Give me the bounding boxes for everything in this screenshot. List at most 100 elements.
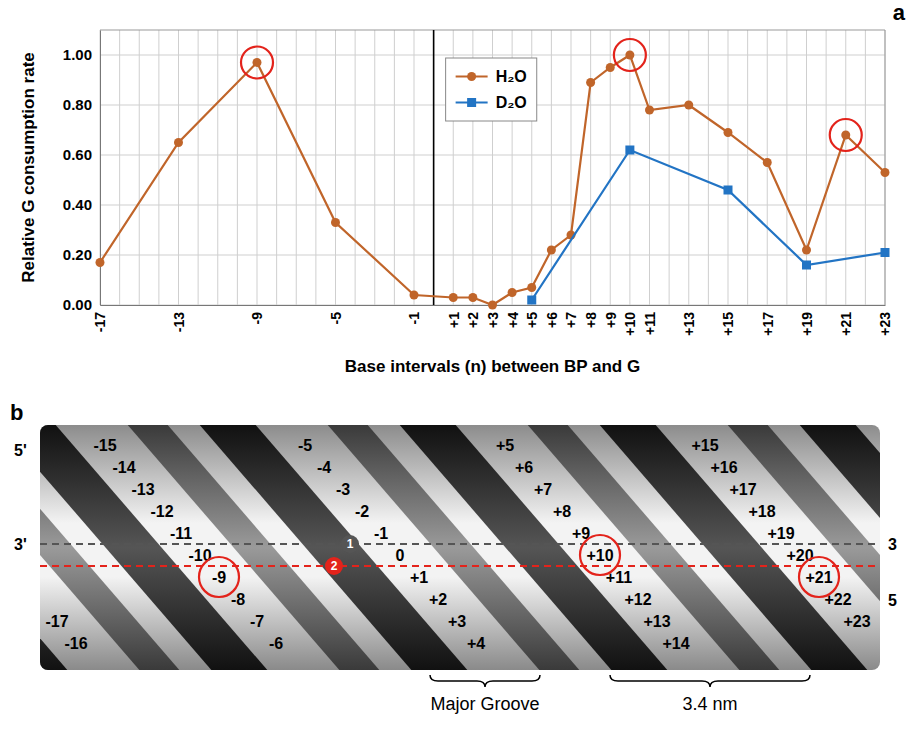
figure: a-17-13-9-5-1+1+2+3+4+5+6+7+8+9+10+11+13…: [0, 0, 914, 742]
base-label: +19: [767, 525, 794, 542]
x-tick-label: +21: [838, 312, 854, 336]
series-point: [724, 186, 733, 195]
grid-line-x: [728, 30, 729, 305]
x-tick-label: +23: [877, 312, 893, 336]
base-label: +15: [691, 437, 718, 454]
brace: [610, 675, 810, 687]
highlight-ring: [580, 535, 620, 575]
x-axis: -17-13-9-5-1+1+2+3+4+5+6+7+8+9+10+11+13+…: [92, 305, 893, 336]
panel-label: a: [893, 0, 906, 25]
grid-line-x: [296, 30, 297, 305]
x-axis-title: Base intervals (n) between BP and G: [345, 357, 640, 376]
base-label: +18: [748, 503, 775, 520]
x-tick-label: +5: [524, 312, 540, 328]
x-tick-label: +8: [583, 312, 599, 328]
legend-label: D₂O: [496, 94, 527, 111]
grid-line-x: [414, 30, 415, 305]
x-tick-label: +3: [485, 312, 501, 328]
base-label: -6: [269, 635, 283, 652]
base-label: -17: [45, 613, 68, 630]
base-label: +6: [515, 459, 533, 476]
base-label: +4: [467, 635, 485, 652]
y-tick: 0.20: [63, 246, 100, 263]
strand-end: 5: [888, 592, 897, 609]
x-tick-label: -13: [171, 312, 187, 332]
strand-end: 5': [14, 442, 27, 459]
grid-line-x: [158, 30, 159, 305]
base-label: +3: [448, 613, 466, 630]
base-label: -8: [231, 591, 245, 608]
groove-band: [200, 425, 468, 670]
y-axis: 0.000.200.400.600.801.00: [63, 31, 101, 314]
grid-line-x: [669, 30, 670, 305]
grooves: [40, 425, 880, 670]
grid-line-y: [100, 205, 885, 206]
series-point: [449, 293, 458, 302]
y-tick: 0.00: [63, 296, 100, 313]
series-point: [724, 128, 733, 137]
base-label: -5: [298, 437, 312, 454]
legend-swatch: [467, 98, 476, 107]
x-tick: -1: [406, 305, 422, 324]
grid-line-x: [786, 30, 787, 305]
base-label: +10: [586, 547, 613, 564]
series-point: [508, 288, 517, 297]
legend-item: D₂O: [456, 94, 527, 111]
grid-line-x: [590, 30, 591, 305]
y-tick-label: 0.00: [63, 296, 92, 313]
y-tick: 0.60: [63, 146, 100, 163]
base-label: +16: [710, 459, 737, 476]
grid-line-x: [885, 30, 886, 305]
x-tick-label: +4: [505, 312, 521, 328]
grid-line-x: [571, 30, 572, 305]
x-tick: +7: [563, 305, 579, 328]
base-label: +7: [534, 481, 552, 498]
base-label: -1: [374, 525, 388, 542]
x-tick: +9: [603, 305, 619, 328]
base-label: +22: [824, 591, 851, 608]
series-point: [684, 101, 693, 110]
series-point: [625, 51, 634, 60]
x-tick-label: -9: [249, 312, 265, 325]
series-point: [881, 168, 890, 177]
grid-line-x: [335, 30, 336, 305]
y-tick-label: 0.20: [63, 246, 92, 263]
reference-line: [433, 30, 435, 305]
grid-line-y: [100, 55, 885, 56]
base-label: +17: [729, 481, 756, 498]
x-tick: -17: [92, 305, 108, 332]
series-point: [625, 146, 634, 155]
x-tick-label: -1: [406, 312, 422, 325]
x-tick: +10: [622, 305, 638, 336]
base-label: -14: [112, 459, 135, 476]
grid-line-x: [845, 30, 846, 305]
plot-area: [96, 30, 890, 310]
x-tick-label: -17: [92, 312, 108, 332]
x-tick: -9: [249, 305, 265, 324]
base-label: +2: [429, 591, 447, 608]
x-tick-label: +6: [544, 312, 560, 328]
brace: [430, 675, 540, 687]
grid-line-x: [747, 30, 748, 305]
frame-top: [100, 30, 885, 31]
helix: -17-16-15-14-13-12-11-10-9-8-7-6-5-4-3-2…: [0, 425, 914, 670]
base-label: +21: [805, 569, 832, 586]
legend-label: H₂O: [496, 68, 527, 85]
base-label: -9: [212, 569, 226, 586]
grid-line-x: [315, 30, 316, 305]
grid: [100, 30, 885, 305]
legend-items: H₂O D₂O: [456, 68, 527, 111]
highlight-ring: [614, 39, 646, 71]
grid-line-x: [708, 30, 709, 305]
base-label: +13: [643, 613, 670, 630]
grid-line-x: [649, 30, 650, 305]
grid-line-x: [767, 30, 768, 305]
x-tick-label: +11: [642, 312, 658, 335]
base-label: +8: [553, 503, 571, 520]
x-tick-label: +1: [446, 312, 462, 328]
groove-band: [400, 425, 668, 670]
x-tick: +15: [720, 305, 736, 336]
grid-line-x: [826, 30, 827, 305]
base-label: -11: [170, 525, 192, 542]
series-point: [645, 106, 654, 115]
